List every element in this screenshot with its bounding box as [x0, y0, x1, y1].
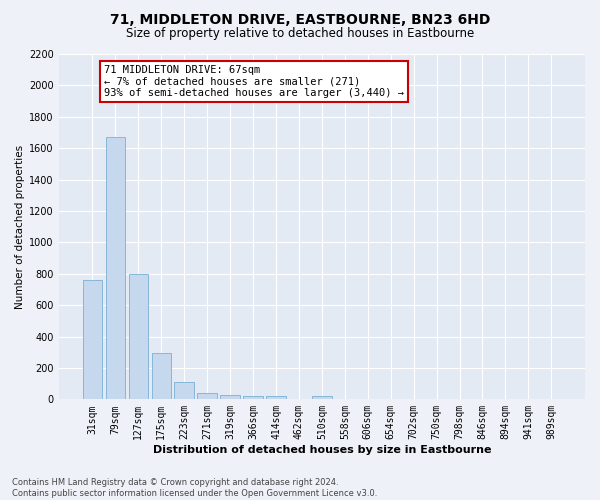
Bar: [175, 382, 194, 400]
X-axis label: Distribution of detached houses by size in Eastbourne: Distribution of detached houses by size …: [152, 445, 491, 455]
Bar: [83, 280, 102, 400]
Text: Contains HM Land Registry data © Crown copyright and database right 2024.
Contai: Contains HM Land Registry data © Crown c…: [12, 478, 377, 498]
Bar: [266, 396, 286, 400]
Text: 71, MIDDLETON DRIVE, EASTBOURNE, BN23 6HD: 71, MIDDLETON DRIVE, EASTBOURNE, BN23 6H…: [110, 12, 490, 26]
Text: Size of property relative to detached houses in Eastbourne: Size of property relative to detached ho…: [126, 28, 474, 40]
Bar: [197, 394, 217, 400]
Bar: [128, 274, 148, 400]
Y-axis label: Number of detached properties: Number of detached properties: [15, 144, 25, 308]
Bar: [152, 353, 171, 400]
Bar: [106, 137, 125, 400]
Bar: [220, 395, 240, 400]
Bar: [244, 396, 263, 400]
Bar: [312, 396, 332, 400]
Text: 71 MIDDLETON DRIVE: 67sqm
← 7% of detached houses are smaller (271)
93% of semi-: 71 MIDDLETON DRIVE: 67sqm ← 7% of detach…: [104, 65, 404, 98]
